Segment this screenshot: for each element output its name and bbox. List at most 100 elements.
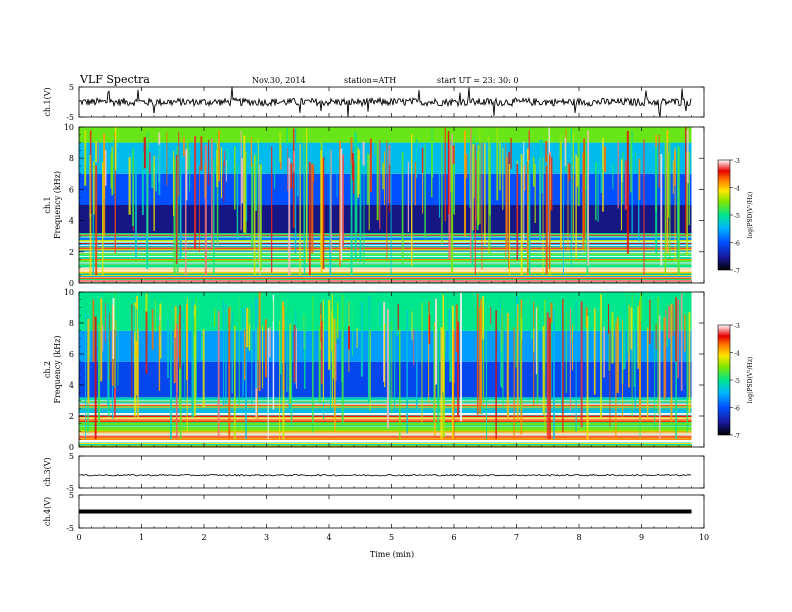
psd-streak: [245, 306, 247, 440]
psd-streak: [424, 144, 426, 239]
waveform-trace: [78, 473, 692, 477]
figure-title: VLF Spectra: [79, 73, 150, 86]
psd-line: [79, 259, 692, 261]
psd-line: [79, 435, 692, 437]
psd-streak: [501, 307, 503, 388]
psd-streak: [440, 327, 443, 440]
psd-streak: [615, 322, 617, 440]
psd-streak: [595, 162, 597, 221]
colorbar-tick-label: -6: [734, 406, 740, 413]
psd-streak: [248, 324, 251, 350]
psd-streak: [379, 302, 381, 327]
psd-streak: [454, 133, 455, 216]
psd-streak: [550, 302, 553, 323]
psd-streak: [320, 157, 323, 273]
psd-streak: [544, 299, 546, 434]
psd-line: [79, 398, 692, 400]
psd-line: [79, 243, 692, 245]
colorbar-tick-label: -3: [734, 323, 740, 330]
psd-streak: [675, 296, 677, 362]
psd-streak: [299, 144, 301, 276]
psd-line: [79, 403, 692, 405]
psd-streak: [183, 318, 185, 351]
psd-streak: [666, 303, 668, 348]
psd-streak: [664, 140, 667, 275]
y-tick-label: 0: [69, 443, 74, 452]
psd-streak: [295, 310, 297, 385]
psd-streak: [288, 157, 291, 276]
psd-streak: [185, 150, 187, 276]
psd-streak: [214, 308, 216, 327]
psd-line: [79, 233, 692, 235]
psd-line: [79, 243, 692, 245]
psd-streak: [593, 308, 596, 395]
psd-streak: [233, 325, 236, 440]
psd-streak: [175, 154, 178, 264]
psd-streak: [238, 297, 240, 407]
psd-streak: [639, 293, 642, 322]
psd-streak: [169, 327, 172, 440]
psd-band: [79, 127, 692, 143]
psd-streak: [505, 144, 507, 259]
psd-streak: [515, 317, 517, 368]
psd-streak: [539, 139, 541, 242]
psd-streak: [363, 145, 365, 266]
psd-streak: [670, 303, 673, 422]
psd-streak: [356, 328, 358, 349]
psd-streak: [533, 301, 535, 407]
psd-streak: [312, 296, 314, 433]
psd-streak: [281, 301, 284, 363]
psd-streak: [100, 298, 103, 382]
psd-streak: [495, 310, 497, 440]
psd-streak: [520, 154, 523, 276]
psd-streak: [333, 309, 335, 381]
psd-line: [79, 445, 692, 447]
psd-streak: [311, 163, 314, 253]
psd-streak: [616, 317, 619, 394]
psd-streak: [530, 304, 533, 340]
psd-streak: [502, 300, 504, 408]
panel-frame: [78, 455, 705, 489]
psd-streak: [179, 329, 182, 440]
psd-streak: [295, 327, 298, 389]
psd-streak: [185, 148, 188, 201]
psd-line: [79, 277, 692, 279]
psd-streak: [274, 156, 276, 189]
psd-streak: [362, 141, 365, 166]
psd-streak: [479, 130, 481, 225]
psd-streak: [660, 154, 663, 266]
psd-streak: [637, 159, 640, 242]
psd-band: [79, 173, 692, 205]
psd-streak: [141, 151, 144, 215]
psd-streak: [131, 304, 133, 398]
psd-streak: [689, 295, 691, 312]
psd-streak: [174, 305, 177, 338]
psd-streak: [675, 323, 677, 440]
psd-streak: [172, 151, 175, 217]
psd-streak: [216, 133, 219, 245]
psd-streak: [369, 138, 372, 192]
psd-streak: [351, 304, 354, 357]
psd-line: [79, 443, 692, 445]
psd-streak: [428, 315, 431, 344]
psd-streak: [151, 308, 154, 350]
psd-streak: [330, 310, 332, 352]
y-tick-label: 5: [69, 452, 74, 461]
psd-streak: [506, 156, 508, 250]
psd-streak: [366, 153, 369, 205]
psd-streak: [401, 152, 404, 266]
psd-streak: [231, 312, 233, 394]
psd-streak: [271, 146, 273, 273]
psd-streak: [359, 160, 362, 262]
spectrogram-ch2: [79, 292, 692, 448]
psd-streak: [193, 304, 196, 417]
psd-streak: [690, 147, 692, 166]
psd-streak: [630, 307, 633, 350]
y-axis-title: Frequency (kHz): [53, 335, 62, 403]
psd-streak: [519, 310, 522, 411]
x-tick-label: 8: [576, 533, 581, 542]
psd-streak: [223, 160, 225, 203]
psd-streak: [384, 151, 385, 205]
psd-streak: [251, 163, 254, 247]
psd-streak: [293, 324, 296, 383]
